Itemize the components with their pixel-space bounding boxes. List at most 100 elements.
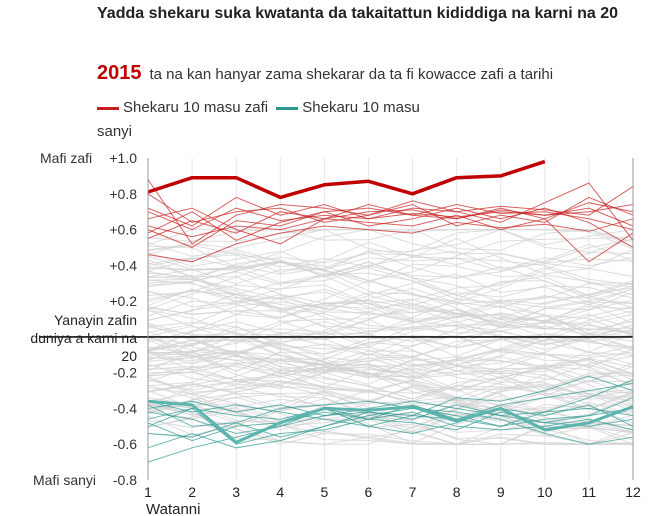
y-tick-label: -0.2	[113, 365, 137, 381]
warm-year-line	[147, 207, 634, 231]
background-year-line	[147, 256, 634, 285]
cold-year-line	[147, 400, 634, 435]
main-lines	[147, 159, 634, 445]
background-year-line	[147, 347, 634, 398]
y-tick-label: -0.6	[113, 436, 137, 452]
y-label-top: Mafi zafi	[40, 150, 92, 166]
background-year-line	[147, 284, 634, 332]
background-year-line	[147, 271, 634, 314]
x-tick-label: 11	[582, 484, 597, 500]
background-year-line	[147, 229, 634, 271]
x-tick-label: 4	[276, 484, 284, 500]
background-year-line	[147, 261, 634, 296]
background-year-line	[147, 236, 634, 297]
background-year-line	[147, 252, 634, 281]
x-tick-label: 1	[144, 484, 152, 500]
y-tick-label: -0.8	[113, 472, 137, 488]
background-year-line	[147, 333, 634, 393]
background-year-line	[147, 382, 634, 413]
y-tick-label: +0.4	[109, 257, 137, 273]
background-year-line	[147, 257, 634, 304]
x-tick-label: 3	[232, 484, 240, 500]
y-label-bottom: Mafi sanyi	[33, 472, 96, 488]
background-year-line	[147, 291, 634, 367]
background-year-line	[147, 229, 634, 268]
warm-year-line	[147, 202, 634, 239]
legend-item-warm: Shekaru 10 masu zafi	[97, 99, 268, 116]
chart-subtitle: 2015 ta na kan hanyar zama shekarar da ta…	[97, 62, 637, 85]
background-year-line	[147, 362, 634, 402]
x-tick-label: 12	[625, 484, 641, 500]
background-year-line	[147, 405, 633, 445]
warm-year-line	[147, 207, 634, 248]
cold-mean-line	[147, 399, 634, 445]
x-tick-label: 5	[320, 484, 328, 500]
warm-year-line	[147, 203, 634, 248]
x-tick-label: 8	[453, 484, 461, 500]
y-tick-label: +0.6	[109, 222, 137, 238]
warm-year-line	[147, 182, 634, 241]
highlight-year: 2015	[97, 62, 142, 84]
warm-year-line	[147, 207, 634, 263]
legend-item-cold: Shekaru 10 masu sanyi	[97, 99, 420, 140]
background-year-line	[147, 359, 634, 409]
background-year-line	[147, 333, 634, 429]
background-year-line	[147, 324, 634, 379]
background-year-line	[147, 402, 634, 445]
x-tick-label: 2	[188, 484, 196, 500]
y-tick-label: -0.4	[113, 400, 137, 416]
background-year-line	[147, 351, 634, 401]
background-year-line	[147, 229, 634, 255]
background-year-line	[147, 314, 634, 365]
cold-year-line	[147, 379, 634, 449]
background-year-line	[147, 275, 634, 330]
background-year-line	[147, 241, 634, 286]
background-year-line	[147, 237, 634, 311]
background-year-line	[147, 285, 634, 337]
background-year-line	[147, 299, 634, 352]
x-tick-label: 6	[365, 484, 373, 500]
background-year-line	[147, 266, 634, 313]
background-year-line	[147, 261, 634, 318]
background-year-line	[147, 285, 634, 323]
background-year-line	[147, 250, 634, 330]
warm-lines	[147, 179, 634, 263]
legend-label-cold: Shekaru 10 masu sanyi	[97, 99, 420, 140]
background-year-line	[147, 404, 634, 445]
legend-label-warm: Shekaru 10 masu zafi	[123, 99, 269, 116]
background-year-line	[147, 310, 634, 407]
background-year-line	[147, 229, 634, 251]
legend: Shekaru 10 masu zafi Shekaru 10 masu san…	[97, 96, 457, 144]
y-tick-label: +0.8	[109, 186, 137, 202]
x-tick-label: 7	[409, 484, 417, 500]
cold-year-line	[147, 397, 634, 424]
x-tick-label: 10	[537, 484, 553, 500]
cold-year-line	[147, 411, 634, 442]
subtitle-text: ta na kan hanyar zama shekarar da ta fi …	[149, 66, 554, 83]
background-year-line	[147, 337, 634, 376]
cold-lines	[147, 375, 634, 463]
y-tick-label: +0.2	[109, 293, 137, 309]
background-year-line	[147, 289, 634, 339]
background-year-line	[147, 387, 634, 444]
background-year-line	[147, 349, 634, 381]
background-year-line	[147, 391, 634, 437]
background-year-line	[147, 334, 634, 376]
x-tick-label: 9	[497, 484, 505, 500]
chart-title: Yadda shekaru suka kwatanta da takaitatt…	[97, 5, 619, 22]
highlight-year-line	[147, 159, 546, 200]
background-year-line	[147, 229, 634, 277]
x-axis-label: Watanni	[146, 501, 200, 516]
baseline-label: Yanayin zafin duniya a karni na 20	[30, 312, 137, 364]
background-year-line	[147, 347, 634, 394]
cold-year-line	[147, 407, 634, 445]
background-year-line	[147, 272, 634, 356]
background-year-line	[147, 371, 634, 434]
cold-year-line	[147, 382, 634, 463]
background-year-line	[147, 260, 634, 309]
background-year-line	[147, 403, 634, 445]
background-year-line	[147, 298, 634, 357]
background-lines	[147, 229, 634, 445]
background-year-line	[147, 229, 634, 272]
